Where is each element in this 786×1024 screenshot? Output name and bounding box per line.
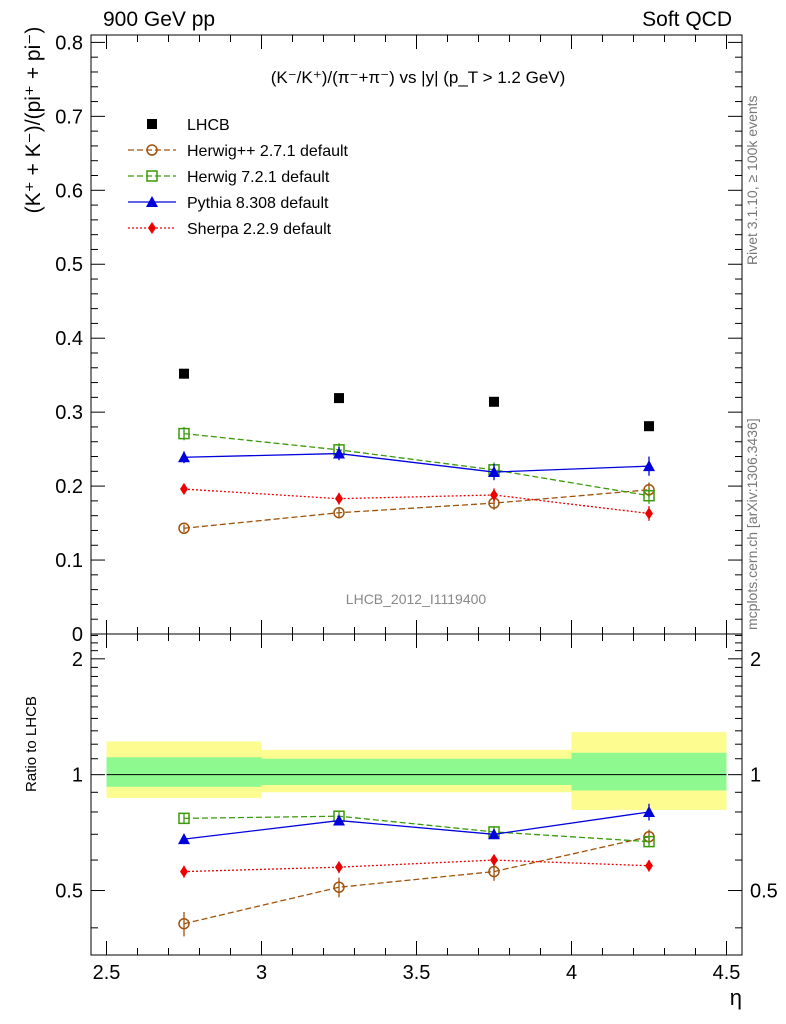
legend-label: Herwig 7.2.1 default (187, 169, 330, 186)
header-right-label: Soft QCD (642, 8, 732, 31)
main-y-tick-label: 0.3 (55, 402, 83, 424)
ratio-herwig-point (178, 812, 190, 825)
legend-label: LHCB (187, 117, 230, 134)
ratio-herwig-line (183, 815, 650, 843)
ratio-pythia-point (643, 805, 655, 817)
main-sherpa-line (183, 488, 650, 515)
legend-label: Sherpa 2.2.9 default (187, 221, 332, 238)
main-pythia-point (178, 451, 190, 463)
ratio-herwig-line (183, 836, 650, 925)
ratio-sherpa-point (180, 865, 188, 878)
ratio-band-inner (261, 758, 572, 786)
main-pythia-line (183, 452, 650, 473)
main-y-tick-label: 0.7 (55, 106, 83, 128)
legend-marker (146, 196, 158, 207)
main-herwig-point (333, 506, 345, 519)
legend-marker (148, 222, 156, 234)
ratio-sherpa-point (645, 859, 653, 872)
main-herwig-line (183, 432, 650, 497)
x-tick-label: 3.5 (403, 962, 431, 984)
main-pythia-point (333, 447, 345, 459)
main-y-tick-label: 0.1 (55, 550, 83, 572)
main-panel (178, 368, 655, 535)
ratio-band-inner (571, 752, 727, 791)
main-sherpa-point (180, 483, 188, 496)
x-axis-label: η (730, 985, 742, 1010)
main-lhcb-point (334, 393, 344, 404)
legend-marker (147, 119, 157, 129)
ratio-herwig-point (488, 865, 500, 878)
main-y-axis-label: (K⁺ + K⁻)/(pi⁺ + pi⁻) (22, 27, 45, 214)
rivet-version-label: Rivet 3.1.10, ≥ 100k events (744, 95, 760, 265)
analysis-id-label: LHCB_2012_I1119400 (346, 591, 487, 607)
ratio-pythia-line (183, 811, 650, 840)
legend-marker (146, 170, 158, 182)
mcplots-label: mcplots.cern.ch [arXiv:1306.3436] (744, 418, 760, 630)
main-y-tick-label: 0.5 (55, 254, 83, 276)
main-herwig-point (643, 489, 655, 502)
main-y-tick-label: 0 (72, 624, 83, 646)
ratio-pythia-point (488, 828, 500, 840)
ratio-sherpa-point (490, 854, 498, 867)
main-herwig-point (178, 427, 190, 440)
main-lhcb-point (179, 368, 189, 379)
main-pythia-point (488, 466, 500, 478)
main-lhcb-point (644, 421, 654, 432)
main-y-tick-label: 0.2 (55, 476, 83, 498)
legend-label: Pythia 8.308 default (187, 195, 329, 212)
main-y-tick-label: 0.8 (55, 32, 83, 54)
ratio-pythia-point (333, 814, 345, 826)
main-herwig-line (183, 489, 650, 529)
chart-text: 0 0.1 0.2 0.3 0.4 0.5 0.6 0.7 0.8 0.5 0.5 1 1 2 2 2.5 3 3… (22, 27, 778, 1010)
header-left-label: 900 GeV pp (103, 8, 216, 31)
x-tick-label: 4 (566, 962, 577, 984)
ratio-sherpa-point (335, 861, 343, 874)
legend-label: Herwig++ 2.7.1 default (187, 143, 349, 160)
main-sherpa-point (335, 492, 343, 505)
ratio-band-inner (106, 757, 262, 787)
ratio-pythia-point (178, 833, 190, 845)
ratio-sherpa-line (183, 859, 650, 873)
ratio-y-tick-label-left: 0.5 (55, 881, 83, 903)
x-tick-label: 4.5 (713, 962, 741, 984)
main-lhcb-point (489, 396, 499, 407)
ratio-y-tick-label-right: 1 (750, 765, 761, 787)
ratio-y-tick-label-left: 2 (72, 649, 83, 671)
legend-marker (146, 144, 158, 156)
ratio-y-tick-label-left: 1 (72, 765, 83, 787)
x-tick-label: 2.5 (93, 962, 121, 984)
main-pythia-point (643, 460, 655, 472)
axes (90, 34, 743, 956)
main-herwig-point (178, 522, 190, 535)
ratio-herwig-point (643, 835, 655, 848)
main-y-tick-label: 0.6 (55, 180, 83, 202)
x-tick-label: 3 (256, 962, 267, 984)
main-sherpa-point (490, 488, 498, 501)
ratio-y-tick-label-right: 2 (750, 649, 761, 671)
ratio-y-tick-label-right: 0.5 (750, 881, 778, 903)
main-y-tick-label: 0.4 (55, 328, 83, 350)
ratio-y-axis-label: Ratio to LHCB (23, 696, 40, 792)
ratio-herwig-point (178, 917, 190, 930)
ratio-panel (106, 732, 727, 937)
ratio-herwig-point (333, 881, 345, 893)
main-sherpa-point (645, 507, 653, 520)
chart-title: (K⁻/K⁺)/(π⁻+π⁻) vs |y| (p_T > 1.2 GeV) (271, 68, 566, 87)
